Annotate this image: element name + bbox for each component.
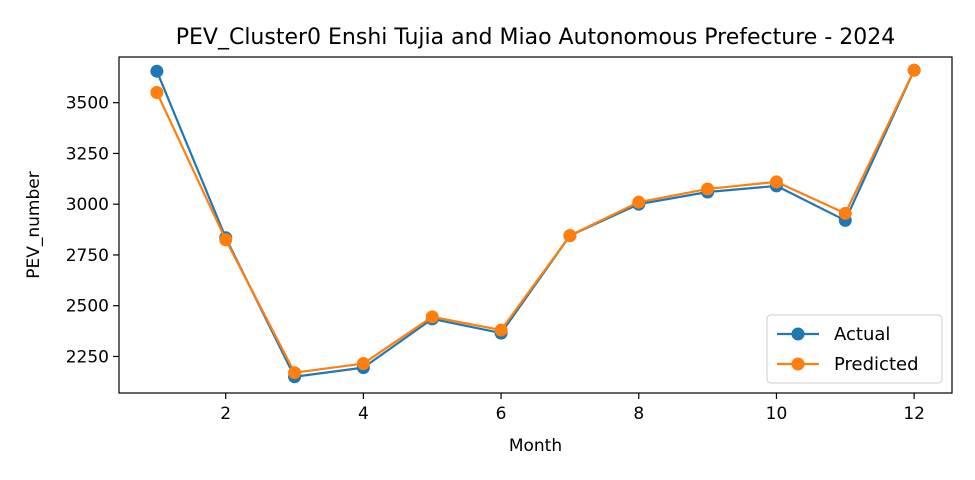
data-point <box>356 357 370 371</box>
y-tick-label: 2750 <box>66 246 109 266</box>
y-tick-label: 2250 <box>66 347 109 367</box>
y-tick-label: 2500 <box>66 297 109 317</box>
x-tick-label: 12 <box>903 404 925 424</box>
y-tick-label: 3500 <box>66 94 109 114</box>
legend-marker <box>791 327 805 341</box>
y-axis: 2250 2500 2750 3000 3250 3500 <box>66 94 119 367</box>
data-point <box>632 195 646 209</box>
x-tick-label: 8 <box>633 404 644 424</box>
data-point <box>219 233 233 247</box>
x-tick-label: 6 <box>496 404 507 424</box>
data-point <box>425 310 439 324</box>
legend-item-actual: Actual <box>777 324 890 345</box>
data-point <box>150 64 164 78</box>
y-tick-label: 3000 <box>66 195 109 215</box>
data-point <box>563 229 577 243</box>
plot-content <box>150 63 921 384</box>
legend-marker <box>791 357 805 371</box>
legend: Actual Predicted <box>766 314 943 384</box>
data-point <box>494 323 508 337</box>
y-tick-label: 3250 <box>66 144 109 164</box>
data-point <box>838 206 852 220</box>
x-axis: 2 4 6 8 10 12 <box>220 393 925 424</box>
series-line <box>155 69 916 374</box>
x-axis-label: Month <box>509 436 562 456</box>
chart-title: PEV_Cluster0 Enshi Tujia and Miao Autono… <box>176 25 896 50</box>
data-point <box>769 175 783 189</box>
x-tick-label: 10 <box>766 404 788 424</box>
data-point <box>288 366 302 380</box>
legend-item-predicted: Predicted <box>777 354 919 375</box>
legend-label: Predicted <box>834 354 919 375</box>
plot-frame <box>118 56 953 394</box>
x-tick-label: 4 <box>358 404 369 424</box>
y-axis-label: PEV_number <box>24 171 44 278</box>
series-predicted <box>150 63 921 380</box>
data-point <box>150 86 164 100</box>
legend-label: Actual <box>834 324 890 345</box>
data-point <box>907 63 921 77</box>
data-point <box>701 182 715 196</box>
x-tick-label: 2 <box>220 404 231 424</box>
legend-box <box>766 314 943 384</box>
